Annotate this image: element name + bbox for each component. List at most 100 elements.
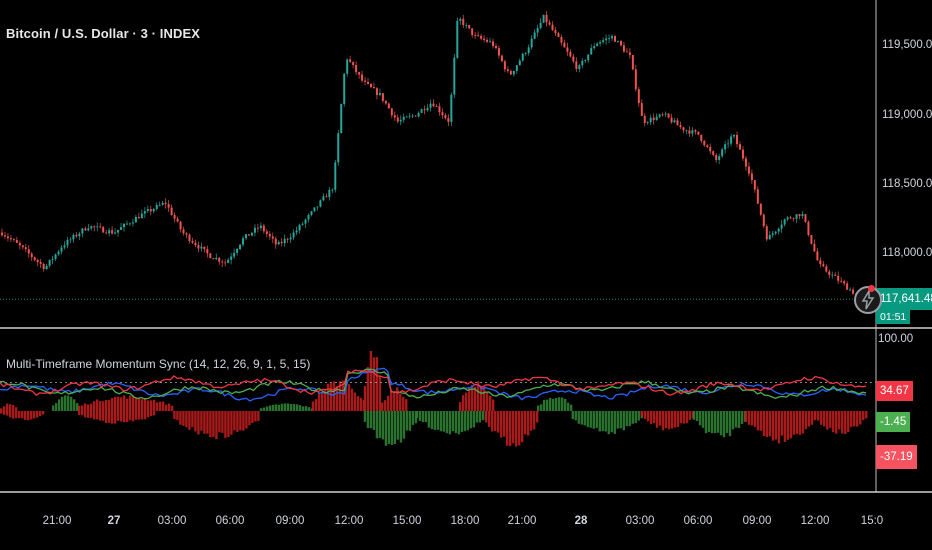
candle-body <box>87 228 90 231</box>
histogram-bar <box>317 392 321 411</box>
histogram-bar <box>545 399 549 411</box>
candle-body <box>268 233 271 237</box>
candle-body <box>789 217 792 219</box>
histogram-bar <box>838 411 841 430</box>
candle-body <box>560 36 563 43</box>
histogram-bar <box>143 397 147 411</box>
histogram-bar <box>485 391 489 411</box>
histogram-bar <box>292 404 296 411</box>
histogram-bar <box>338 381 342 411</box>
histogram-bar <box>542 399 546 411</box>
candle-body <box>429 103 432 108</box>
histogram-bar <box>104 411 108 423</box>
candle-body <box>477 35 480 36</box>
candle-body <box>84 228 87 231</box>
candle-body <box>798 214 801 217</box>
histogram-bar <box>470 385 474 411</box>
histogram-bar <box>482 386 486 411</box>
histogram-bar <box>378 411 382 438</box>
histogram-bar <box>6 403 9 411</box>
candle-body <box>849 289 852 291</box>
candle-body <box>18 242 21 246</box>
histogram-bar <box>12 411 15 419</box>
candle-body <box>63 245 66 248</box>
candle-body <box>736 134 739 145</box>
histogram-bar <box>384 400 387 411</box>
histogram-bar <box>634 411 637 423</box>
histogram-bar <box>616 411 619 429</box>
candle-body <box>599 42 602 44</box>
histogram-bar <box>502 411 506 437</box>
histogram-bar <box>271 404 275 411</box>
candle-body <box>792 218 795 220</box>
histogram-bar <box>491 399 495 411</box>
histogram-bar <box>445 411 449 434</box>
histogram-bar <box>478 411 482 423</box>
histogram-bar <box>95 399 99 411</box>
candle-body <box>503 61 506 70</box>
histogram-bar <box>484 411 488 423</box>
histogram-bar <box>283 403 287 411</box>
histogram-bar <box>131 411 135 422</box>
candle-body <box>759 203 762 215</box>
histogram-bar <box>589 411 592 428</box>
histogram-bar <box>850 411 853 428</box>
candle-body <box>628 52 631 56</box>
histogram-bar <box>286 403 290 411</box>
histogram-bar <box>551 398 555 411</box>
histogram-bar <box>224 411 227 438</box>
candle-body <box>289 237 292 240</box>
candle-body <box>179 221 182 230</box>
candle-body <box>45 265 48 270</box>
chart-frame <box>0 0 932 493</box>
histogram-bar <box>676 411 680 428</box>
candle-body <box>364 80 367 82</box>
candle-body <box>402 116 405 120</box>
histogram-bar <box>86 404 90 411</box>
histogram-bar <box>649 411 653 425</box>
histogram-bar <box>643 411 647 420</box>
histogram-bar <box>329 383 333 411</box>
histogram-bar <box>807 411 811 427</box>
candle-body <box>250 232 253 236</box>
candle-body <box>372 87 375 89</box>
histogram-bar <box>119 397 123 411</box>
candle-body <box>822 264 825 267</box>
histogram-bar <box>472 411 476 428</box>
candle-body <box>15 240 18 243</box>
rsi-red-tag: 34.67 <box>876 381 913 401</box>
candle-body <box>340 103 343 134</box>
histogram-bar <box>795 411 799 434</box>
histogram-bar <box>586 411 589 428</box>
candle-body <box>286 238 289 240</box>
histogram-bar <box>396 411 400 440</box>
candle-body <box>247 234 250 236</box>
histogram-bar <box>466 411 470 431</box>
candle-body <box>158 204 161 206</box>
histogram-bar <box>42 411 45 415</box>
histogram-bar <box>104 399 108 411</box>
histogram-bar <box>57 399 61 411</box>
histogram-bar <box>402 411 406 439</box>
histogram-bar <box>33 411 36 419</box>
candle-body <box>33 257 36 260</box>
candle-body <box>682 127 685 131</box>
candle-body <box>515 65 518 71</box>
histogram-bar <box>221 411 224 433</box>
candle-body <box>60 247 63 252</box>
candle-body <box>108 230 111 234</box>
histogram-bar <box>415 411 419 419</box>
histogram-bar <box>101 411 105 421</box>
price-axis-label: 119,000.00 <box>882 109 932 121</box>
rsi-green-tag: -1.45 <box>876 412 911 432</box>
candle-body <box>575 61 578 69</box>
candle-body <box>539 22 542 29</box>
histogram-bar <box>523 411 527 435</box>
histogram-bar <box>304 406 308 411</box>
histogram-bar <box>92 401 96 411</box>
histogram-bar <box>841 411 844 434</box>
candle-body <box>494 46 497 49</box>
candle-body <box>453 57 456 95</box>
histogram-bar <box>685 411 689 424</box>
time-axis-label: 06:00 <box>683 515 713 527</box>
